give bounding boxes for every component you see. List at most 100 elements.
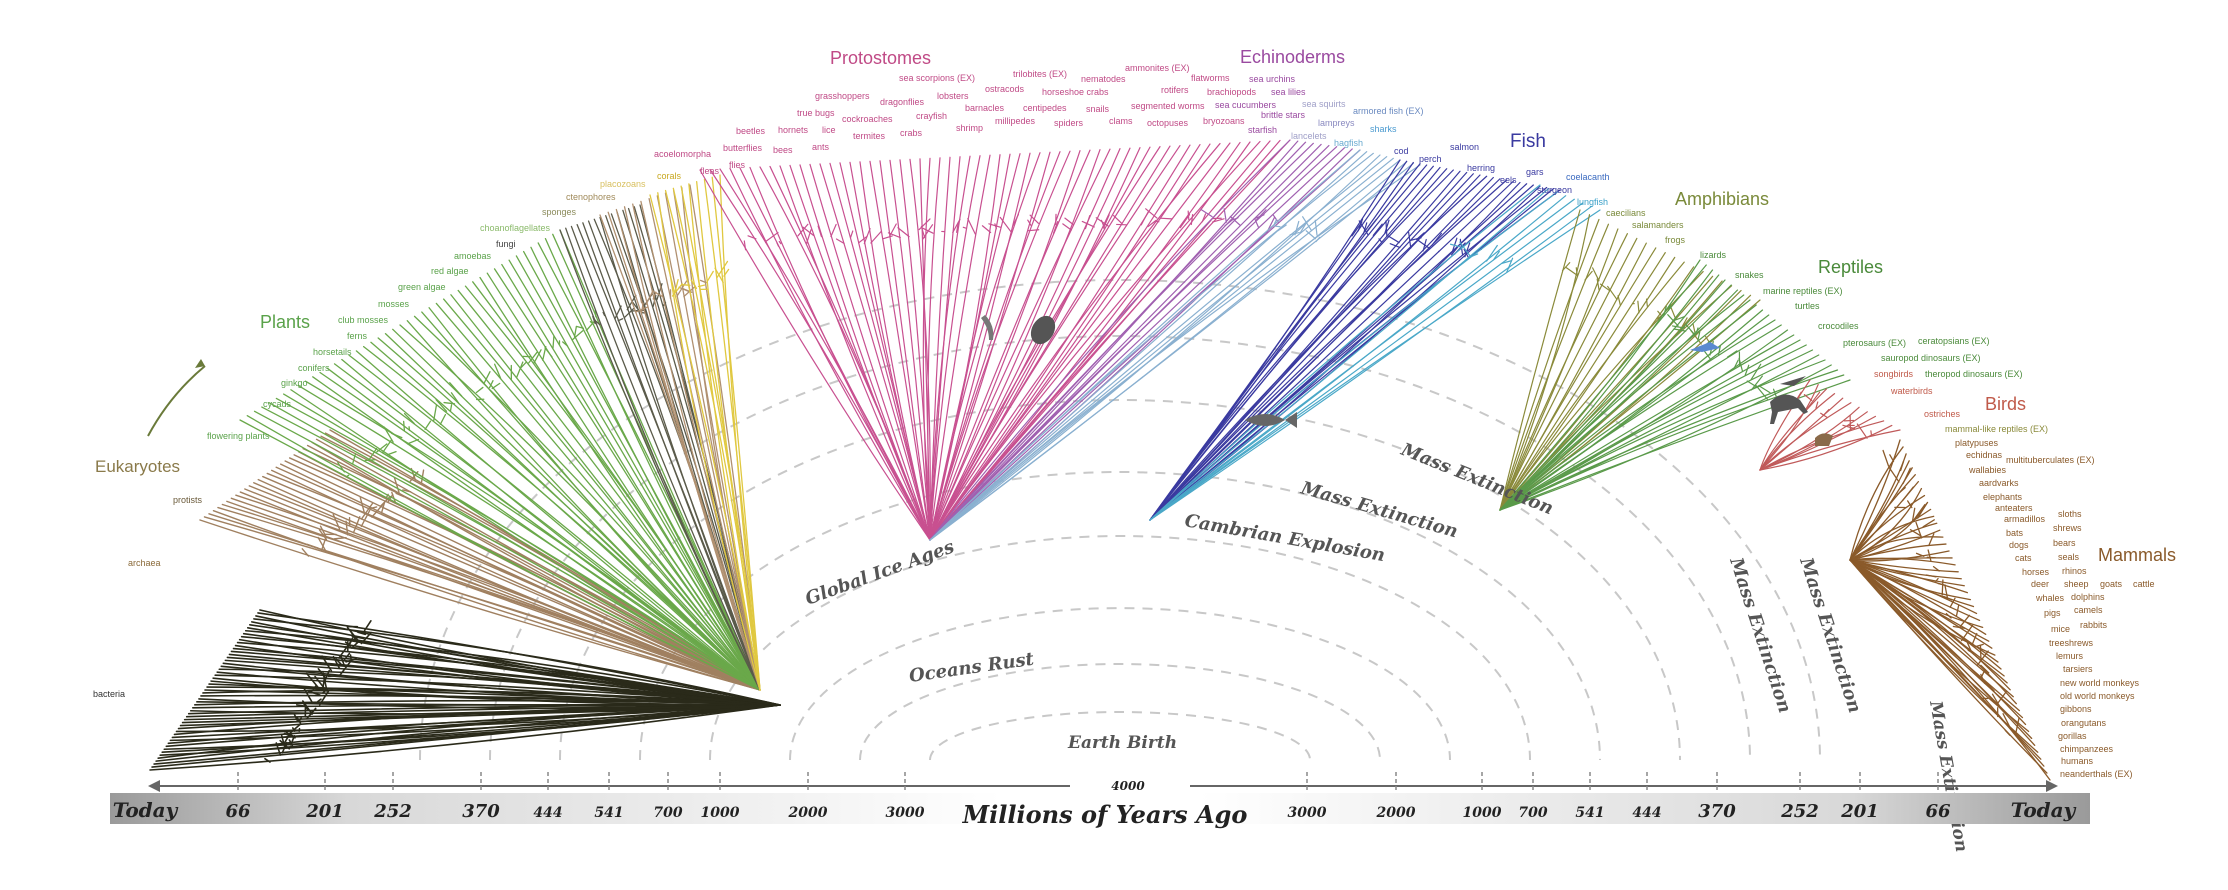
dinosaur-icon: [1770, 394, 1808, 424]
branch: [929, 151, 1368, 541]
leaf-label: dogs: [2009, 540, 2029, 550]
twig: [2004, 729, 2011, 736]
branch: [922, 157, 931, 541]
arrow-icon: [147, 365, 206, 437]
branch: [246, 415, 761, 691]
twig: [1584, 270, 1593, 281]
branch: [1149, 191, 1558, 521]
time-ring: [929, 711, 1311, 761]
branch: [929, 149, 1101, 541]
twig: [681, 284, 691, 286]
branch: [1149, 169, 1454, 521]
twig: [1842, 424, 1856, 430]
leaf-label: turtles: [1795, 301, 1820, 311]
event-label-earth-birth: Earth Birth: [1067, 733, 1177, 753]
leaf-label: ginkgo: [281, 378, 308, 388]
leaf-label: shrimp: [956, 123, 983, 133]
twig: [589, 320, 594, 325]
branch: [1849, 559, 2011, 691]
twig: [283, 732, 296, 739]
twig: [293, 713, 299, 723]
axis-tick-left: 2000: [788, 805, 828, 821]
twig: [1755, 384, 1768, 400]
leaf-label: butterflies: [723, 143, 763, 153]
axis-title: Millions of Years Ago: [962, 800, 1248, 829]
twig: [1450, 246, 1459, 256]
leaf-label: crocodiles: [1818, 321, 1859, 331]
branch: [370, 341, 761, 691]
leaf-label: horseshoe crabs: [1042, 87, 1109, 97]
group-label-reptiles: Reptiles: [1818, 257, 1883, 277]
group-label-echinoderms: Echinoderms: [1240, 47, 1345, 67]
branch: [1499, 259, 1701, 511]
twig: [1159, 217, 1173, 220]
branch: [238, 638, 781, 706]
twig: [594, 309, 597, 318]
branch: [486, 272, 761, 691]
branch: [501, 263, 761, 691]
leaf-label: sturgeon: [1537, 185, 1572, 195]
twig: [1667, 303, 1672, 311]
group-labels: Eukaryotes Plants Protostomes Echinoderms Fi…: [95, 47, 2176, 565]
leaf-label: lobsters: [937, 91, 969, 101]
fish-fossil-icon: [1245, 412, 1297, 428]
branch: [1849, 559, 2051, 781]
twig: [1200, 208, 1213, 218]
twig: [999, 216, 1013, 234]
axis-arrowhead-right: [2046, 780, 2058, 792]
axis-tick-right: Today: [2011, 798, 2077, 822]
branch: [789, 164, 931, 541]
twig: [1708, 334, 1720, 343]
branch: [582, 222, 761, 691]
leaf-label: sea cucumbers: [1215, 100, 1277, 110]
twig: [651, 290, 664, 298]
leaf-label: bacteria: [93, 689, 125, 699]
leaf-label: horses: [2022, 567, 2050, 577]
twig: [1052, 220, 1059, 234]
branch: [406, 320, 761, 691]
branch: [929, 155, 971, 541]
leaf-label: barnacles: [965, 103, 1005, 113]
twig: [1896, 487, 1906, 496]
branch: [384, 332, 761, 691]
protostomes-clade: [699, 139, 1291, 541]
twig: [1561, 262, 1571, 272]
twig: [1224, 218, 1235, 227]
twig: [1140, 210, 1150, 226]
branch: [1849, 557, 1956, 566]
leaf-label: choanoflagellates: [480, 223, 551, 233]
leaf-label: chimpanzees: [2060, 744, 2114, 754]
branch: [1849, 474, 1916, 561]
twig: [1223, 208, 1227, 223]
branch: [1849, 515, 1935, 561]
branch: [929, 164, 1421, 541]
branch: [632, 203, 761, 691]
leaf-label: songbirds: [1874, 369, 1914, 379]
twig: [1486, 244, 1498, 262]
branch: [1849, 559, 1959, 573]
leaf-label: millipedes: [995, 116, 1036, 126]
time-ring: [639, 471, 1601, 761]
animal-silhouettes: [981, 315, 1833, 446]
branch: [1499, 264, 1707, 511]
twig: [835, 238, 845, 245]
leaf-label: sea lilies: [1271, 87, 1306, 97]
twig: [1971, 632, 1978, 645]
axis-ticks-left: Today 66 201 252 370 444 541 700 1000 2000 3000: [113, 770, 925, 822]
leaf-label: crayfish: [916, 111, 947, 121]
branch: [729, 167, 931, 541]
twig: [1663, 305, 1667, 317]
twig: [778, 240, 782, 245]
branch: [1499, 379, 1851, 511]
group-label-birds: Birds: [1985, 394, 2026, 414]
twig: [1820, 412, 1828, 418]
leaf-label: humans: [2061, 756, 2094, 766]
twig: [1746, 380, 1757, 388]
archaea-clade: [199, 429, 761, 691]
twig: [1211, 218, 1225, 223]
branch: [479, 276, 761, 691]
twig: [1945, 612, 1952, 619]
branch: [648, 197, 761, 691]
twig: [1384, 219, 1390, 234]
leaf-label: true bugs: [797, 108, 835, 118]
